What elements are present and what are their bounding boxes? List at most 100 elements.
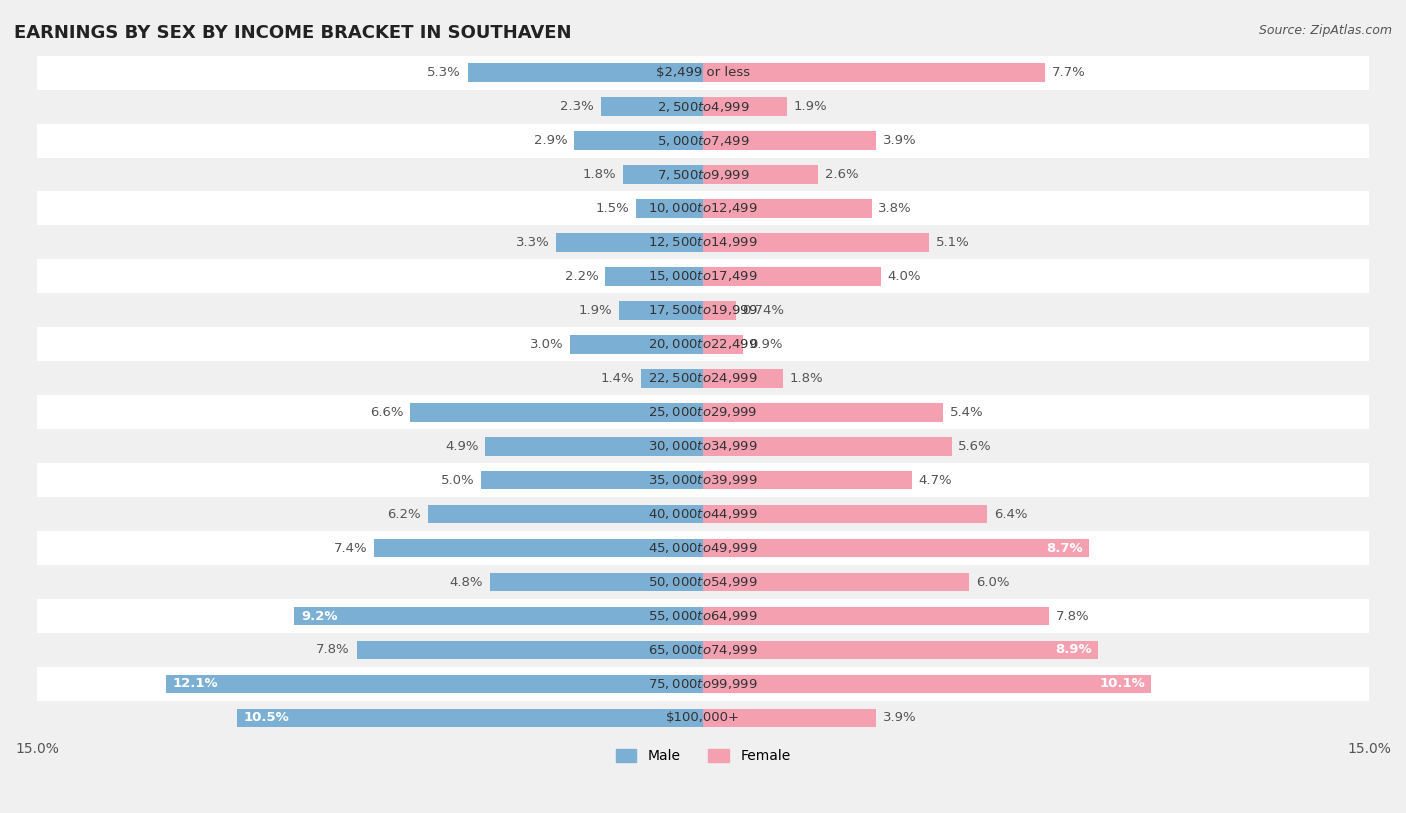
Text: $45,000 to $49,999: $45,000 to $49,999 [648,541,758,555]
Text: 7.8%: 7.8% [316,643,350,656]
Bar [374,539,703,558]
Bar [703,437,952,455]
Text: $5,000 to $7,499: $5,000 to $7,499 [657,133,749,147]
Bar [236,709,703,727]
Bar [37,429,1369,463]
Text: 12.1%: 12.1% [173,677,218,690]
Bar [37,463,1369,497]
Bar [37,361,1369,395]
Text: 2.9%: 2.9% [534,134,568,147]
Bar [703,606,1049,625]
Text: $20,000 to $22,499: $20,000 to $22,499 [648,337,758,351]
Legend: Male, Female: Male, Female [610,744,796,768]
Text: 4.0%: 4.0% [887,270,921,283]
Text: Source: ZipAtlas.com: Source: ZipAtlas.com [1258,24,1392,37]
Text: 5.1%: 5.1% [936,236,970,249]
Text: 1.8%: 1.8% [790,372,824,385]
Text: 8.7%: 8.7% [1046,541,1083,554]
Bar [703,709,876,727]
Bar [703,267,880,285]
Bar [703,335,742,354]
Text: 0.9%: 0.9% [749,338,783,351]
Text: 6.6%: 6.6% [370,406,404,419]
Bar [485,437,703,455]
Text: $17,500 to $19,999: $17,500 to $19,999 [648,303,758,317]
Text: $22,500 to $24,999: $22,500 to $24,999 [648,372,758,385]
Bar [703,572,969,591]
Bar [557,233,703,252]
Text: $50,000 to $54,999: $50,000 to $54,999 [648,575,758,589]
Text: 10.1%: 10.1% [1099,677,1144,690]
Text: 3.3%: 3.3% [516,236,550,249]
Bar [166,675,703,693]
Bar [641,369,703,388]
Bar [703,301,735,320]
Text: 3.8%: 3.8% [879,202,912,215]
Text: 4.7%: 4.7% [918,474,952,487]
Bar [637,199,703,218]
Bar [37,565,1369,599]
Bar [37,259,1369,293]
Text: $40,000 to $44,999: $40,000 to $44,999 [648,507,758,521]
Bar [37,497,1369,531]
Text: 1.4%: 1.4% [600,372,634,385]
Text: 10.5%: 10.5% [243,711,290,724]
Bar [619,301,703,320]
Text: $55,000 to $64,999: $55,000 to $64,999 [648,609,758,623]
Bar [37,667,1369,701]
Text: 1.9%: 1.9% [794,100,828,113]
Text: 6.0%: 6.0% [976,576,1010,589]
Text: $10,000 to $12,499: $10,000 to $12,499 [648,202,758,215]
Bar [37,701,1369,735]
Text: $2,499 or less: $2,499 or less [657,66,749,79]
Bar [703,539,1090,558]
Text: 0.74%: 0.74% [742,304,785,317]
Text: 7.4%: 7.4% [335,541,368,554]
Text: 3.9%: 3.9% [883,134,917,147]
Bar [489,572,703,591]
Bar [37,531,1369,565]
Bar [37,225,1369,259]
Text: 2.2%: 2.2% [565,270,599,283]
Bar [703,505,987,524]
Bar [703,471,911,489]
Bar [703,131,876,150]
Text: 6.4%: 6.4% [994,507,1028,520]
Text: $35,000 to $39,999: $35,000 to $39,999 [648,473,758,487]
Text: $15,000 to $17,499: $15,000 to $17,499 [648,269,758,284]
Bar [37,192,1369,225]
Bar [703,675,1152,693]
Bar [703,98,787,116]
Text: 3.9%: 3.9% [883,711,917,724]
Text: 9.2%: 9.2% [301,610,337,623]
Text: $65,000 to $74,999: $65,000 to $74,999 [648,643,758,657]
Bar [37,599,1369,633]
Text: 5.0%: 5.0% [440,474,474,487]
Text: $75,000 to $99,999: $75,000 to $99,999 [648,677,758,691]
Bar [468,63,703,82]
Bar [703,63,1045,82]
Text: 5.4%: 5.4% [949,406,983,419]
Text: $25,000 to $29,999: $25,000 to $29,999 [648,405,758,420]
Bar [481,471,703,489]
Text: 1.9%: 1.9% [578,304,612,317]
Bar [703,199,872,218]
Text: 7.7%: 7.7% [1052,66,1085,79]
Bar [37,89,1369,124]
Bar [37,158,1369,192]
Text: $100,000+: $100,000+ [666,711,740,724]
Bar [411,403,703,422]
Bar [600,98,703,116]
Text: 4.8%: 4.8% [450,576,484,589]
Bar [623,165,703,184]
Bar [427,505,703,524]
Text: $30,000 to $34,999: $30,000 to $34,999 [648,439,758,453]
Bar [37,328,1369,361]
Bar [37,633,1369,667]
Text: $7,500 to $9,999: $7,500 to $9,999 [657,167,749,181]
Text: 5.6%: 5.6% [959,440,993,453]
Text: $12,500 to $14,999: $12,500 to $14,999 [648,236,758,250]
Text: 8.9%: 8.9% [1054,643,1091,656]
Bar [703,403,943,422]
Text: 7.8%: 7.8% [1056,610,1090,623]
